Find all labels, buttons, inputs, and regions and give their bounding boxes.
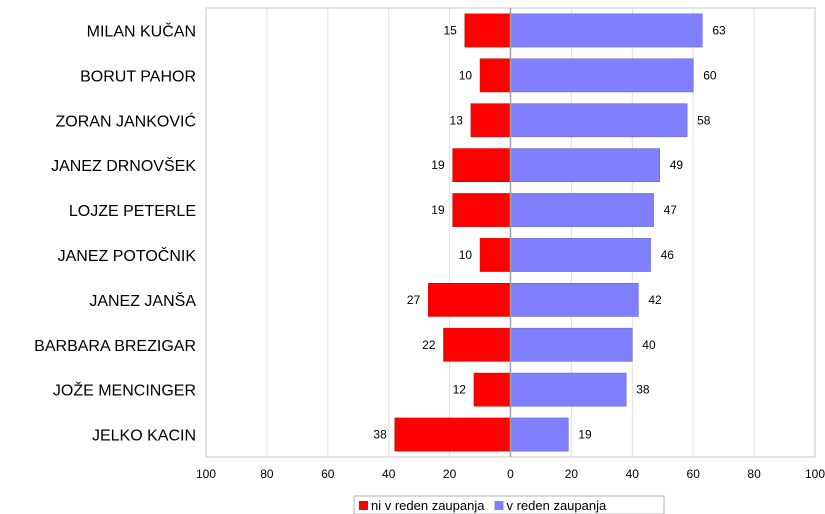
data-label-positive-9: 19 bbox=[578, 428, 592, 442]
category-label-6: JANEZ JANŠA bbox=[89, 291, 196, 310]
legend-label-0: ni v reden zaupanja bbox=[371, 498, 485, 513]
bars bbox=[394, 13, 703, 452]
bar-positive-1 bbox=[510, 58, 694, 93]
bar-negative-3 bbox=[452, 148, 511, 183]
category-label-0: MILAN KUČAN bbox=[87, 21, 196, 40]
bar-negative-5 bbox=[479, 238, 511, 272]
data-label-positive-3: 49 bbox=[670, 158, 684, 172]
legend: ni v reden zaupanja v reden zaupanja bbox=[353, 495, 665, 514]
bar-positive-6 bbox=[510, 282, 639, 317]
bar-negative-4 bbox=[452, 193, 511, 227]
category-label-2: ZORAN JANKOVIĆ bbox=[56, 111, 196, 130]
data-label-negative-9: 38 bbox=[373, 428, 387, 442]
bar-positive-9 bbox=[510, 417, 569, 452]
legend-label-1: v reden zaupanja bbox=[506, 498, 607, 513]
bar-positive-0 bbox=[510, 13, 703, 48]
legend-box bbox=[353, 495, 665, 514]
x-tick-label-1: 80 bbox=[260, 467, 274, 481]
data-label-negative-0: 15 bbox=[443, 23, 457, 37]
bar-positive-8 bbox=[510, 372, 627, 407]
x-tick-label-10: 100 bbox=[805, 467, 825, 481]
bar-positive-5 bbox=[510, 238, 651, 272]
x-tick-label-3: 40 bbox=[382, 467, 396, 481]
category-label-8: JOŽE MENCINGER bbox=[53, 381, 196, 400]
category-label-5: JANEZ POTOČNIK bbox=[58, 246, 197, 265]
category-labels: MILAN KUČAN BORUT PAHOR ZORAN JANKOVIĆ JANE… bbox=[34, 21, 196, 444]
x-tick-label-0: 100 bbox=[196, 467, 216, 481]
bar-positive-7 bbox=[510, 327, 633, 362]
bar-negative-6 bbox=[428, 282, 511, 317]
x-tick-labels: 100 80 60 40 20 0 20 40 60 80 100 bbox=[196, 467, 825, 481]
data-label-positive-0: 63 bbox=[712, 23, 726, 37]
bar-negative-2 bbox=[470, 103, 511, 138]
category-label-4: LOJZE PETERLE bbox=[69, 203, 196, 220]
legend-swatch-1 bbox=[494, 501, 504, 510]
data-label-negative-8: 12 bbox=[453, 383, 467, 397]
x-tick-label-6: 20 bbox=[565, 467, 579, 481]
data-label-positive-8: 38 bbox=[636, 383, 650, 397]
x-tick-label-4: 20 bbox=[443, 467, 457, 481]
data-label-negative-5: 10 bbox=[459, 248, 473, 262]
x-tick-label-5: 0 bbox=[507, 467, 514, 481]
data-label-positive-6: 42 bbox=[648, 293, 662, 307]
data-label-positive-5: 46 bbox=[661, 248, 675, 262]
bar-negative-9 bbox=[394, 417, 511, 452]
x-tick-label-2: 60 bbox=[321, 467, 335, 481]
category-label-1: BORUT PAHOR bbox=[80, 68, 196, 85]
bar-positive-4 bbox=[510, 193, 654, 227]
bar-negative-8 bbox=[473, 372, 511, 407]
data-label-negative-6: 27 bbox=[407, 293, 421, 307]
data-label-negative-2: 13 bbox=[450, 113, 464, 127]
data-label-positive-7: 40 bbox=[642, 338, 656, 352]
x-tick-label-7: 40 bbox=[626, 467, 640, 481]
bar-negative-1 bbox=[479, 58, 511, 93]
data-label-negative-3: 19 bbox=[431, 158, 445, 172]
bar-positive-2 bbox=[510, 103, 688, 138]
category-label-7: BARBARA BREZIGAR bbox=[34, 338, 196, 355]
category-label-9: JELKO KACIN bbox=[92, 428, 196, 445]
bar-negative-0 bbox=[464, 13, 511, 48]
data-label-positive-4: 47 bbox=[664, 203, 678, 217]
category-label-3: JANEZ DRNOVŠEK bbox=[51, 156, 196, 175]
data-label-positive-1: 60 bbox=[703, 68, 717, 82]
data-label-positive-2: 58 bbox=[697, 113, 711, 127]
x-tick-label-8: 60 bbox=[687, 467, 701, 481]
data-label-negative-7: 22 bbox=[422, 338, 436, 352]
data-label-negative-1: 10 bbox=[459, 68, 473, 82]
data-label-negative-4: 19 bbox=[431, 203, 445, 217]
data-labels: 15 10 13 19 19 10 27 22 12 38 63 60 58 49 47 46 42 40 38 19 bbox=[373, 23, 726, 441]
x-tick-label-9: 80 bbox=[747, 467, 761, 481]
bar-negative-7 bbox=[443, 327, 511, 362]
bar-positive-3 bbox=[510, 148, 660, 183]
legend-swatch-0 bbox=[359, 501, 368, 510]
